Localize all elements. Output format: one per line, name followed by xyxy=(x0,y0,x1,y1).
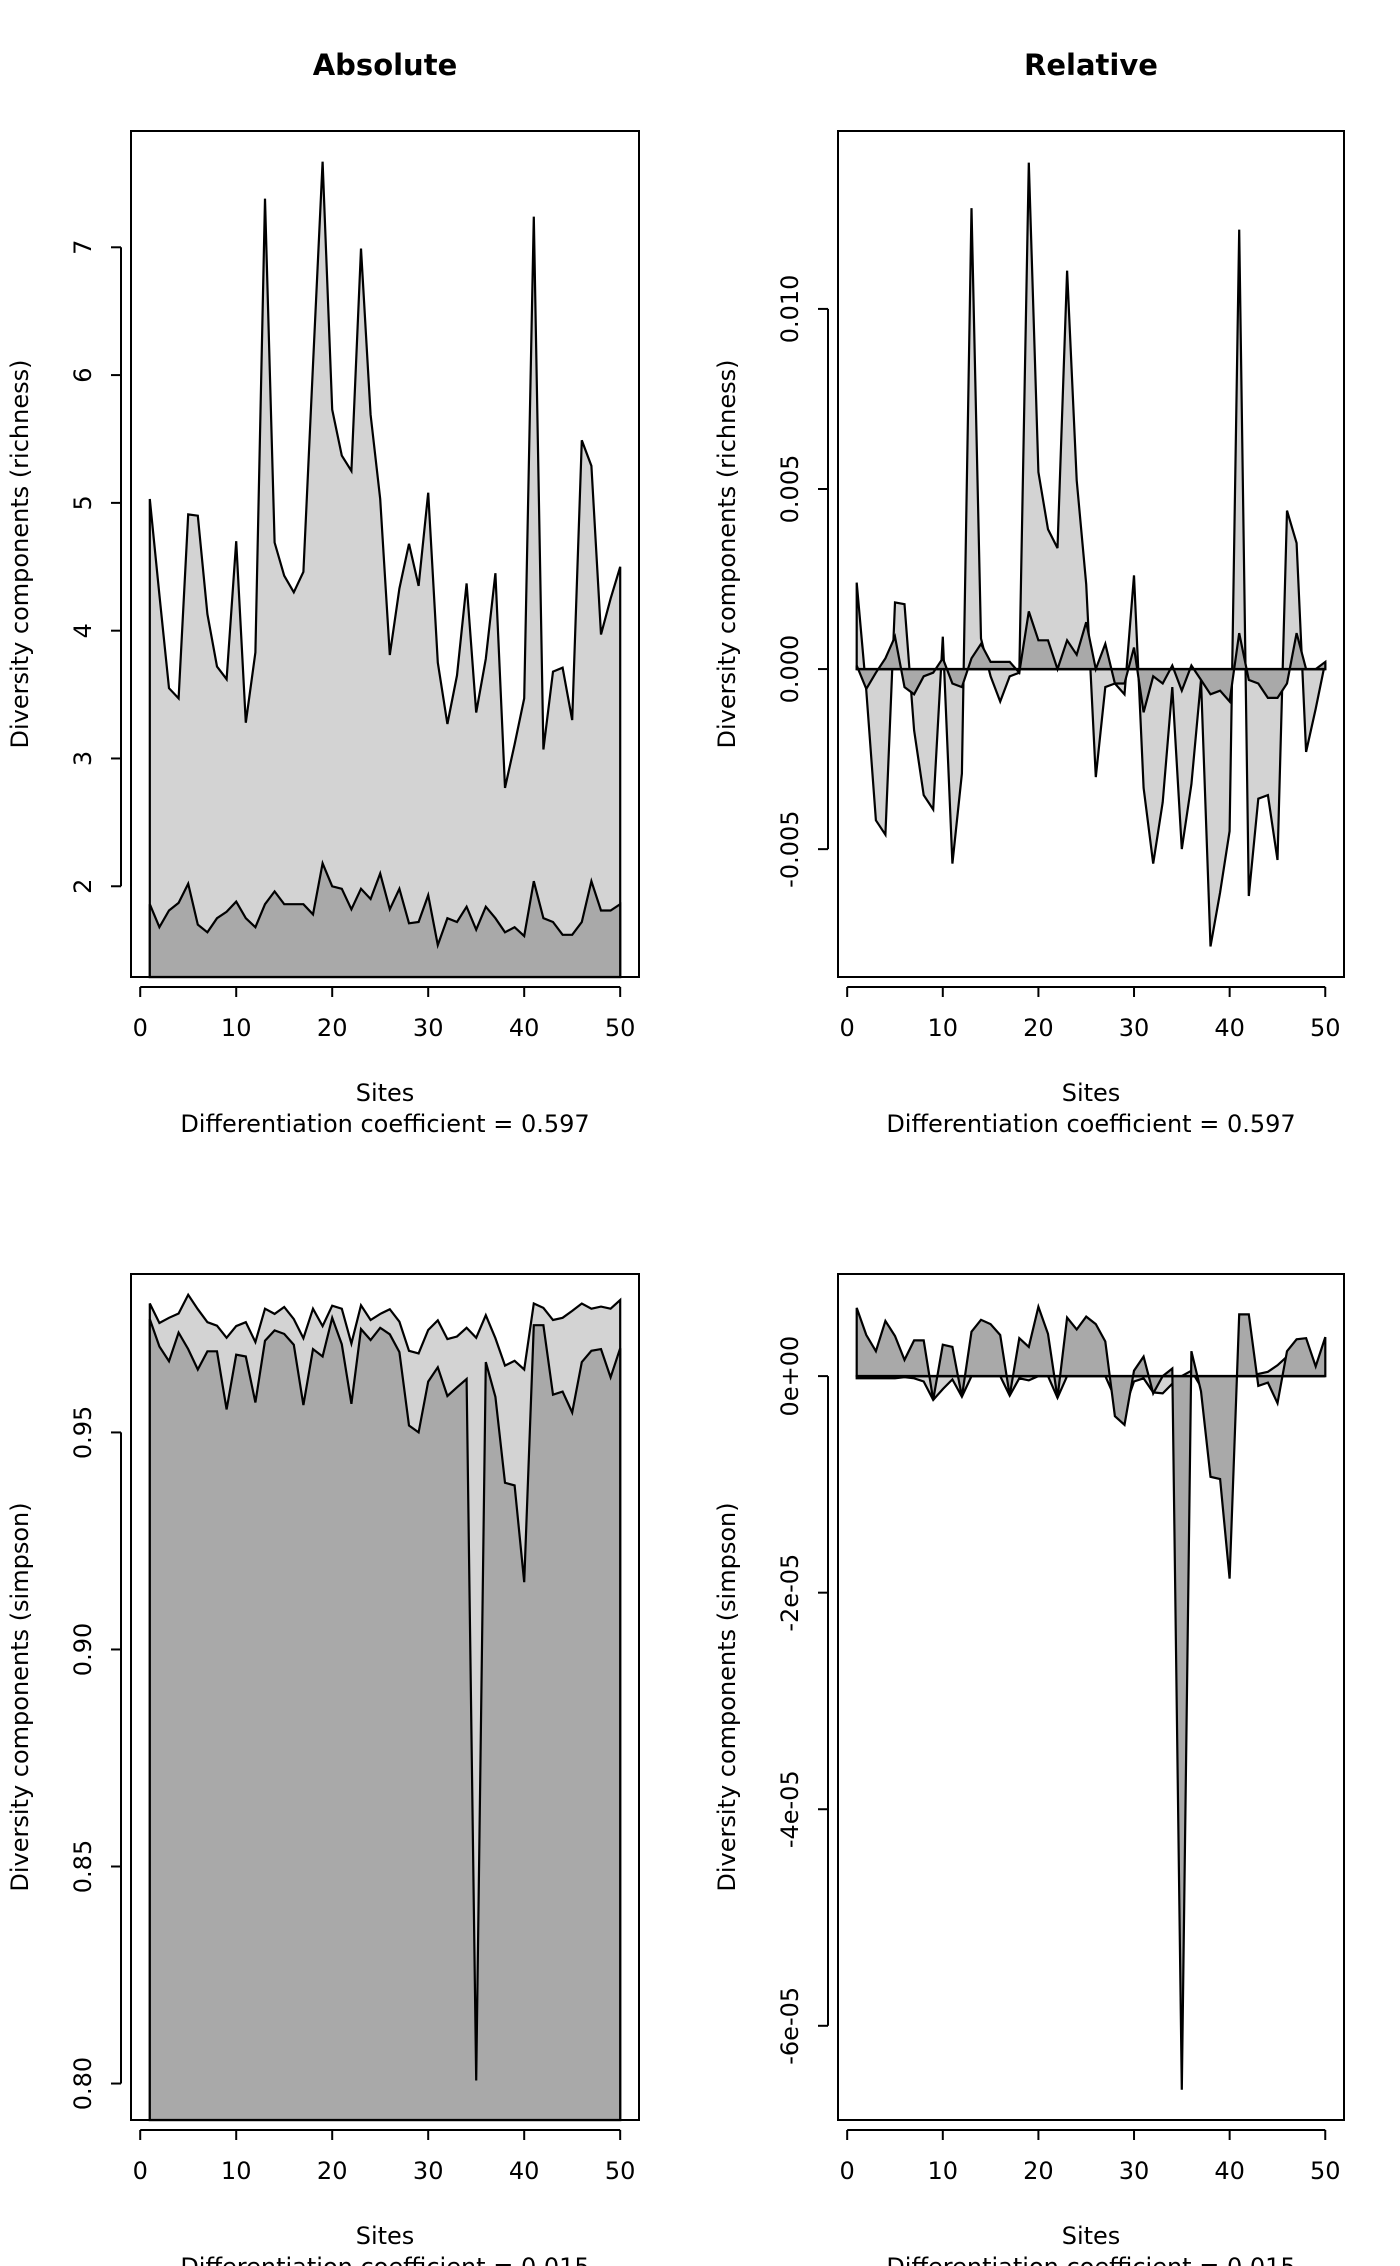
x-tick-label: 20 xyxy=(1023,1014,1054,1042)
y-tick-label: 0.95 xyxy=(69,1406,97,1459)
x-axis-label: Sites xyxy=(1062,2222,1121,2250)
x-tick-label: 40 xyxy=(1214,2157,1245,2185)
plot-frame xyxy=(130,130,640,978)
panel-4: 0 10 20 30 40 50 -6e-05 -4e-05 -2e-05 0e+00 Sites D… xyxy=(713,1273,1345,2266)
x-tick-label: 10 xyxy=(928,1014,959,1042)
y-tick-label: -2e-05 xyxy=(776,1554,804,1632)
y-tick-label: 0e+00 xyxy=(776,1336,804,1417)
y-tick-label: -4e-05 xyxy=(776,1770,804,1848)
x-tick-label: 40 xyxy=(1214,1014,1245,1042)
series-2-area xyxy=(148,859,622,979)
differentiation-coefficient: Differentiation coefficient = 0.597 xyxy=(886,1110,1295,1138)
panel-title: Absolute xyxy=(313,48,458,82)
plot-frame xyxy=(837,130,1345,978)
series-2-area xyxy=(855,1302,1327,2090)
y-tick-label: 0.005 xyxy=(776,455,804,524)
y-tick-label: -0.005 xyxy=(776,810,804,887)
x-axis-label: Sites xyxy=(356,2222,415,2250)
x-tick-label: 20 xyxy=(317,2157,348,2185)
y-tick-label: 0.010 xyxy=(776,275,804,344)
x-tick-label: 10 xyxy=(221,2157,252,2185)
x-tick-label: 20 xyxy=(1023,2157,1054,2185)
y-axis-label: Diversity components (simpson) xyxy=(713,1502,741,1891)
x-tick-label: 30 xyxy=(413,2157,444,2185)
y-tick-label: -6e-05 xyxy=(776,1987,804,2065)
y-tick-label: 0.90 xyxy=(69,1623,97,1676)
x-axis-label: Sites xyxy=(1062,1079,1121,1107)
y-tick-label: 5 xyxy=(69,495,97,510)
y-tick-label: 0.000 xyxy=(776,635,804,704)
x-tick-label: 20 xyxy=(317,1014,348,1042)
x-tick-label: 30 xyxy=(1119,2157,1150,2185)
x-tick-label: 40 xyxy=(509,1014,540,1042)
differentiation-coefficient: Differentiation coefficient = 0.015 xyxy=(886,2253,1295,2266)
y-axis-label: Diversity components (richness) xyxy=(713,360,741,749)
y-tick-label: 4 xyxy=(69,623,97,638)
y-axis-label: Diversity components (richness) xyxy=(6,360,34,749)
x-tick-label: 0 xyxy=(133,1014,148,1042)
x-tick-label: 0 xyxy=(840,1014,855,1042)
panel-title: Relative xyxy=(1024,48,1158,82)
series-2-area xyxy=(148,1314,622,2122)
x-tick-label: 50 xyxy=(1310,1014,1341,1042)
series-1-area xyxy=(148,161,622,979)
x-tick-label: 50 xyxy=(1310,2157,1341,2185)
series-1-area xyxy=(855,162,1327,947)
x-tick-label: 50 xyxy=(605,1014,636,1042)
y-tick-label: 6 xyxy=(69,367,97,382)
y-tick-label: 2 xyxy=(69,879,97,894)
plot-frame xyxy=(837,1273,1345,2121)
differentiation-coefficient: Differentiation coefficient = 0.597 xyxy=(180,1110,589,1138)
y-tick-label: 7 xyxy=(69,240,97,255)
panel-1: 0 10 20 30 40 50 2 3 4 5 6 7 Absolute Sites Differenti… xyxy=(6,48,640,1138)
x-tick-label: 30 xyxy=(1119,1014,1150,1042)
plot-frame xyxy=(130,1273,640,2121)
panel-3: 0 10 20 30 40 50 0.80 0.85 0.90 0.95 Sites Differen… xyxy=(6,1273,640,2266)
y-tick-label: 0.85 xyxy=(69,1840,97,1893)
x-tick-label: 30 xyxy=(413,1014,444,1042)
x-tick-label: 10 xyxy=(221,1014,252,1042)
y-tick-label: 3 xyxy=(69,751,97,766)
x-tick-label: 0 xyxy=(133,2157,148,2185)
differentiation-coefficient: Differentiation coefficient = 0.015 xyxy=(180,2253,589,2266)
x-tick-label: 0 xyxy=(840,2157,855,2185)
x-tick-label: 10 xyxy=(928,2157,959,2185)
x-tick-label: 40 xyxy=(509,2157,540,2185)
x-axis-label: Sites xyxy=(356,1079,415,1107)
x-tick-label: 50 xyxy=(605,2157,636,2185)
y-axis-label: Diversity components (simpson) xyxy=(6,1502,34,1891)
y-tick-label: 0.80 xyxy=(69,2057,97,2110)
panel-2: 0 10 20 30 40 50 -0.005 0.000 0.005 0.010 Relative… xyxy=(713,48,1345,1138)
